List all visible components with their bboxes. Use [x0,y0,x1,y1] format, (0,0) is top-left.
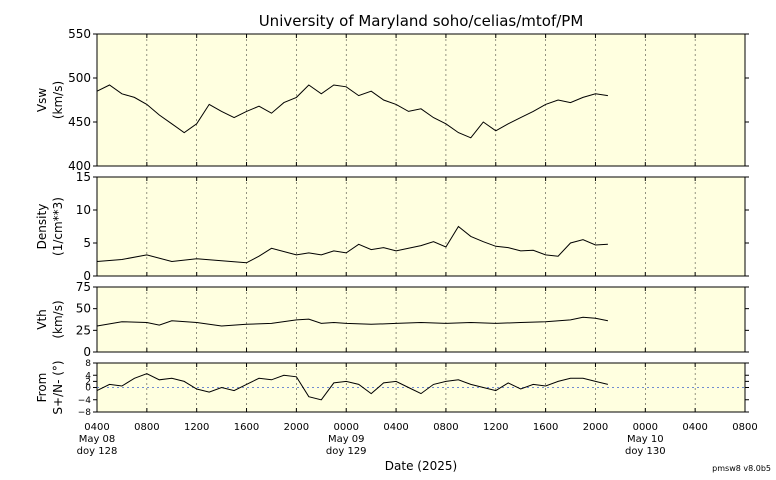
vsw-y-axis-label: Vsw [35,88,49,112]
vth-series-line [96,316,609,327]
density-panel-frame [96,176,746,277]
from-y-tick-label: −8 [78,408,92,418]
density-y-axis-label-2: (1/cm**3) [51,197,65,256]
from-series-line [96,373,609,401]
from-y-tick-label: 4 [85,371,91,381]
x-tick-label: 0000 [334,422,359,433]
x-tick-label: 0800 [134,422,159,433]
density-y-tick-label: 10 [76,203,91,217]
vth-y-axis-label-2: (km/s) [51,300,65,338]
date-label-line1: May 08 [79,434,116,445]
density-y-tick-label: 15 [76,170,91,184]
x-tick-label: 1200 [184,422,209,433]
from-y-axis-label: From [35,373,49,403]
vsw-y-tick-label: 450 [68,115,91,129]
vth-y-tick-label: 25 [76,323,91,337]
x-tick-label: 1600 [234,422,259,433]
x-axis-label: Date (2025) [385,459,457,473]
from-y-tick-label: 2 [85,377,91,387]
vsw-y-tick-label: 500 [68,71,91,85]
date-label-line1: May 10 [627,434,664,445]
x-tick-label: 0800 [732,422,757,433]
date-label-line2: doy 130 [625,446,666,457]
vsw-y-tick-label: 400 [68,159,91,173]
x-tick-label: 1600 [533,422,558,433]
density-y-axis-label: Density [35,204,49,250]
vth-panel-frame [96,286,746,353]
density-series-line [96,225,608,264]
date-label-line1: May 09 [328,434,365,445]
vth-y-tick-label: 0 [83,345,91,359]
from-y-tick-label: 8 [85,359,91,369]
vsw-panel-frame [96,33,746,167]
x-tick-label: 0800 [433,422,458,433]
vth-y-axis-label: Vth [35,309,49,330]
x-tick-label: 0000 [633,422,658,433]
from-y-tick-label: 0 [85,384,91,394]
vth-y-tick-label: 50 [76,302,91,316]
density-y-tick-label: 0 [83,269,91,283]
x-tick-label: 0400 [383,422,408,433]
vsw-y-axis-label-2: (km/s) [51,81,65,119]
x-tick-label: 2000 [583,422,608,433]
x-tick-label: 0400 [682,422,707,433]
vth-y-tick-label: 75 [76,280,91,294]
from-y-axis-label-2: S+/N- (°) [51,360,65,414]
date-label-line2: doy 128 [77,446,118,457]
date-label-line2: doy 129 [326,446,367,457]
from-y-tick-label: −4 [78,396,92,406]
footer-label: pmsw8 v8.0b5 [712,464,771,473]
vsw-series-line [96,84,608,139]
x-tick-label: 2000 [284,422,309,433]
x-tick-label: 0400 [84,422,109,433]
chart-title: University of Maryland soho/celias/mtof/… [259,12,584,30]
vsw-y-tick-label: 550 [68,27,91,41]
density-y-tick-label: 5 [83,236,91,250]
x-tick-label: 1200 [483,422,508,433]
